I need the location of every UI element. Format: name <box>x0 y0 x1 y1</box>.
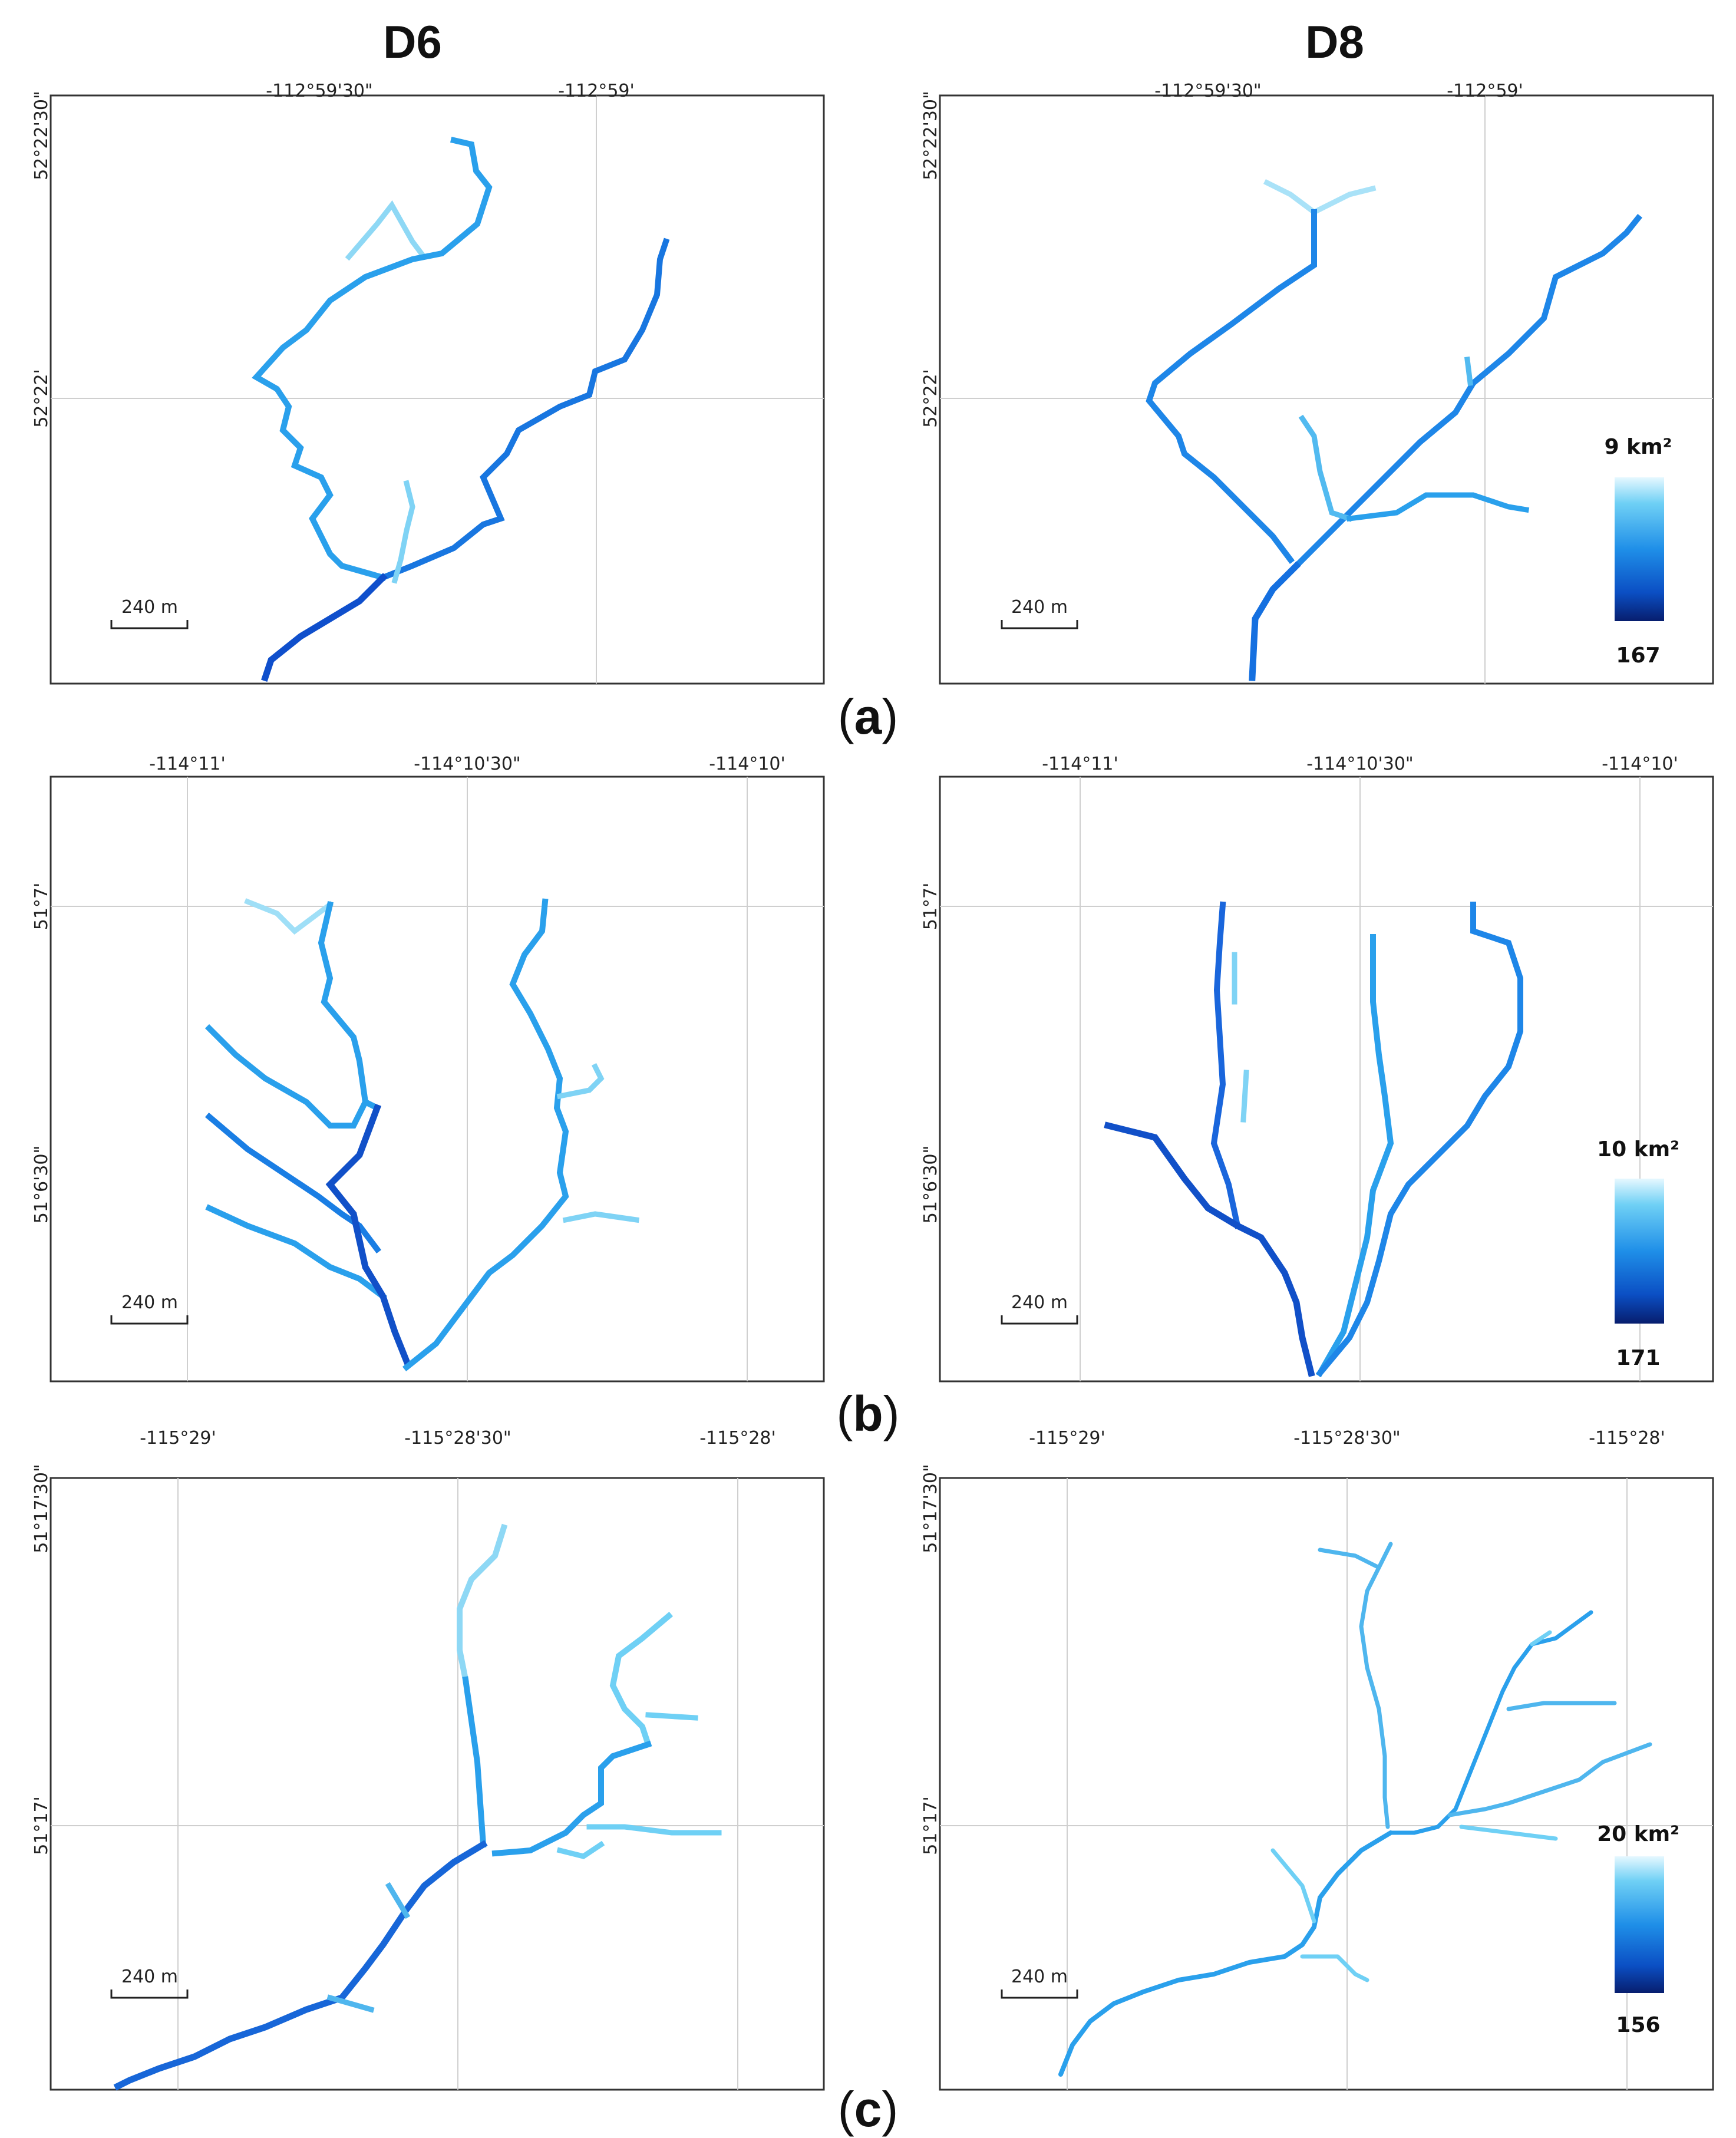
legend-top-label: 10 km² <box>1597 1137 1679 1162</box>
scale-bar-label: 240 m <box>121 1292 178 1313</box>
legend-color-ramp <box>1615 1179 1664 1324</box>
x-tick-c-d8-3: -115°28' <box>1589 1428 1665 1449</box>
y-tick-b-d6-2: 51°6'30" <box>31 1146 52 1223</box>
panel-b-d6: -114°11' -114°10'30" -114°10' 51°7' 51°6… <box>31 754 825 1383</box>
y-tick-a-d8-1: 52°22'30" <box>920 91 941 180</box>
stream-network-a-d8 <box>1146 179 1643 681</box>
legend-color-ramp <box>1615 1856 1664 1993</box>
x-tick-b-d6-3: -114°10' <box>709 754 786 774</box>
x-tick-a-d6-2: -112°59' <box>558 81 635 101</box>
x-tick-b-d8-3: -114°10' <box>1602 754 1678 774</box>
stream-network-b-d6 <box>204 898 640 1372</box>
panel-label-c: (c) <box>838 2081 899 2137</box>
panel-b-d8: -114°11' -114°10'30" -114°10' 51°7' 51°6… <box>920 754 1714 1383</box>
x-tick-b-d8-2: -114°10'30" <box>1306 754 1413 774</box>
legend-b: 10 km² 171 <box>1597 1137 1679 1370</box>
x-tick-a-d8-2: -112°59' <box>1447 81 1523 101</box>
y-tick-c-d8-2: 51°17' <box>920 1796 941 1855</box>
scale-bar-label: 240 m <box>121 597 178 618</box>
x-tick-c-d6-2: -115°28'30" <box>404 1428 511 1449</box>
y-tick-c-d6-1: 51°17'30" <box>31 1464 52 1553</box>
y-tick-c-d6-2: 51°17' <box>31 1796 52 1855</box>
panel-c-d8: -115°29' -115°28'30" -115°28' 51°17'30" … <box>920 1428 1714 2091</box>
legend-top-label: 9 km² <box>1605 435 1672 459</box>
scale-bar-a-d6: 240 m <box>110 597 189 629</box>
stream-network-b-d8 <box>1104 901 1523 1378</box>
y-tick-a-d6-2: 52°22' <box>31 369 52 428</box>
scale-bar-b-d6: 240 m <box>110 1292 189 1325</box>
x-tick-c-d8-1: -115°29' <box>1029 1428 1105 1449</box>
panel-a-d8: -112°59'30" -112°59' 52°22'30" 52°22' 24… <box>920 81 1714 685</box>
legend-a: 9 km² 167 <box>1605 435 1672 668</box>
legend-c: 20 km² 156 <box>1597 1822 1679 2037</box>
y-tick-a-d8-2: 52°22' <box>920 369 941 428</box>
column-title-d8: D8 <box>1305 16 1364 68</box>
y-tick-a-d6-1: 52°22'30" <box>31 91 52 180</box>
y-tick-b-d8-2: 51°6'30" <box>920 1146 941 1223</box>
y-tick-b-d6-1: 51°7' <box>31 883 52 931</box>
panel-label-a: (a) <box>838 689 899 744</box>
legend-bottom-label: 156 <box>1616 2013 1660 2037</box>
panel-a-d6: -112°59'30" -112°59' 52°22'30" 52°22' 24… <box>31 81 825 685</box>
y-tick-b-d8-1: 51°7' <box>920 883 941 931</box>
column-title-d6: D6 <box>383 16 442 68</box>
legend-bottom-label: 171 <box>1616 1346 1660 1370</box>
stream-network-a-d6 <box>252 136 670 682</box>
x-tick-b-d8-1: -114°11' <box>1042 754 1118 774</box>
panel-label-b: (b) <box>836 1386 899 1441</box>
stream-network-c-d6 <box>113 1523 722 2091</box>
stream-network-c-d8 <box>1058 1542 1652 2077</box>
scale-bar-a-d8: 240 m <box>1001 597 1078 629</box>
scale-bar-c-d6: 240 m <box>110 1967 189 1999</box>
panel-c-d6: -115°29' -115°28'30" -115°28' 51°17'30" … <box>31 1428 825 2091</box>
x-tick-b-d6-1: -114°11' <box>149 754 226 774</box>
scale-bar-label: 240 m <box>121 1967 178 1987</box>
scale-bar-label: 240 m <box>1011 1292 1068 1313</box>
legend-color-ramp <box>1615 477 1664 621</box>
y-tick-c-d8-1: 51°17'30" <box>920 1464 941 1553</box>
scale-bar-c-d8: 240 m <box>1001 1967 1078 1999</box>
scale-bar-label: 240 m <box>1011 597 1068 618</box>
scale-bar-label: 240 m <box>1011 1967 1068 1987</box>
x-tick-a-d8-1: -112°59'30" <box>1154 81 1261 101</box>
x-tick-c-d6-1: -115°29' <box>140 1428 216 1449</box>
x-tick-c-d8-2: -115°28'30" <box>1293 1428 1400 1449</box>
x-tick-b-d6-2: -114°10'30" <box>414 754 520 774</box>
legend-bottom-label: 167 <box>1616 644 1660 668</box>
x-tick-a-d6-1: -112°59'30" <box>266 81 372 101</box>
x-tick-c-d6-3: -115°28' <box>699 1428 776 1449</box>
legend-top-label: 20 km² <box>1597 1822 1679 1846</box>
scale-bar-b-d8: 240 m <box>1001 1292 1078 1325</box>
